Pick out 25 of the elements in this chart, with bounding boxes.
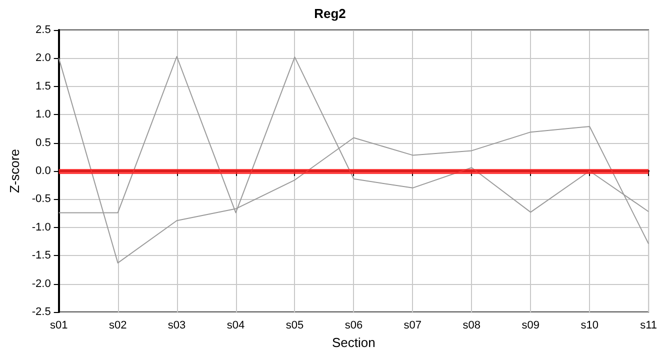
y-tick-label: -1.0	[32, 221, 51, 234]
chart-title: Reg2	[314, 6, 346, 21]
y-tick-label: -2.0	[32, 278, 51, 290]
x-tick-label: s10	[580, 320, 598, 332]
x-tick-label: s05	[286, 320, 304, 332]
x-tick-label: s06	[344, 320, 363, 332]
x-axis-title: Section	[332, 335, 376, 350]
y-tick-label: -1.5	[32, 250, 51, 262]
y-tick-label: 1.0	[36, 108, 51, 121]
y-tick-label: -0.5	[32, 193, 51, 206]
x-tick-label: s01	[50, 320, 68, 332]
y-axis-title: Z-score	[7, 148, 22, 194]
x-tick-label: s09	[522, 320, 540, 332]
y-tick-label: 2.0	[36, 52, 51, 64]
x-tick-label: s03	[168, 320, 186, 332]
y-tick-label: -2.5	[32, 306, 51, 318]
x-tick-label: s11	[640, 320, 657, 332]
y-tick-label: 0.5	[36, 136, 51, 149]
x-tick-label: s02	[108, 320, 127, 332]
y-tick-label: 0.0	[36, 165, 51, 177]
y-tick-label: 2.5	[36, 24, 51, 36]
x-tick-label: s08	[462, 320, 481, 332]
x-tick-label: s07	[404, 320, 422, 332]
y-tick-label: 1.5	[36, 80, 51, 92]
x-tick-label: s04	[226, 320, 245, 332]
